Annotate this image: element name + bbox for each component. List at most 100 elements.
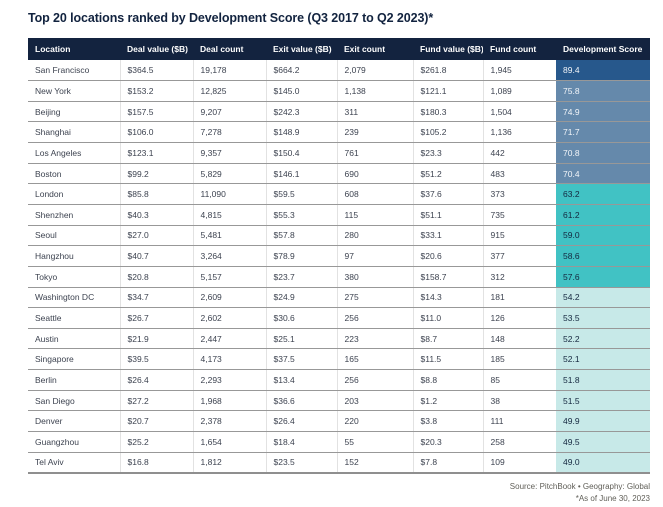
table-row: Washington DC $34.7 2,609 $24.9 275 $14.3 181 5…	[28, 287, 650, 309]
deal-count-cell: 2,609	[192, 287, 266, 309]
table-row: Seattle $26.7 2,602 $30.6 256 $11.0 126 53.5	[28, 307, 650, 329]
deal-value-cell: $123.1	[119, 142, 193, 164]
deal-count-cell: 12,825	[192, 80, 266, 102]
fund-value-cell: $14.3	[412, 287, 483, 309]
location-cell: Berlin	[28, 369, 120, 391]
fund-count-cell: 377	[482, 245, 556, 267]
deal-count-cell: 9,207	[192, 101, 266, 123]
deal-value-cell: $34.7	[119, 287, 193, 309]
deal-value-cell: $85.8	[119, 183, 193, 205]
fund-value-cell: $3.8	[412, 410, 483, 433]
exit-count-cell: 761	[336, 142, 413, 164]
deal-value-cell: $40.3	[119, 204, 193, 226]
column-header-development-score: Development Score	[556, 38, 650, 60]
location-cell: Shanghai	[28, 121, 120, 144]
fund-value-cell: $11.0	[412, 307, 483, 329]
deal-value-cell: $20.7	[119, 410, 193, 433]
exit-value-cell: $24.9	[265, 287, 337, 309]
deal-value-cell: $25.2	[119, 431, 193, 453]
exit-value-cell: $30.6	[265, 307, 337, 329]
exit-count-cell: 97	[336, 245, 413, 267]
fund-value-cell: $7.8	[412, 452, 483, 474]
location-cell: Tokyo	[28, 266, 120, 288]
exit-value-cell: $148.9	[265, 121, 337, 144]
deal-count-cell: 1,654	[192, 431, 266, 453]
fund-value-cell: $51.1	[412, 204, 483, 226]
development-score-cell: 58.6	[556, 245, 650, 267]
development-score-cell: 51.5	[556, 390, 650, 412]
exit-value-cell: $145.0	[265, 80, 337, 102]
location-cell: Washington DC	[28, 287, 120, 309]
location-cell: Seattle	[28, 307, 120, 329]
table-row: Guangzhou $25.2 1,654 $18.4 55 $20.3 258 49.5	[28, 431, 650, 453]
fund-value-cell: $20.6	[412, 245, 483, 267]
location-cell: Austin	[28, 328, 120, 350]
table-row: San Diego $27.2 1,968 $36.6 203 $1.2 38 51.5	[28, 390, 650, 412]
deal-count-cell: 7,278	[192, 121, 266, 144]
table-row: Singapore $39.5 4,173 $37.5 165 $11.5 185 52.1	[28, 348, 650, 371]
development-score-cell: 54.2	[556, 287, 650, 309]
table-row: Denver $20.7 2,378 $26.4 220 $3.8 111 49.9	[28, 410, 650, 433]
deal-count-cell: 2,293	[192, 369, 266, 391]
table-header: Location Deal value ($B) Deal count Exit va…	[28, 38, 650, 60]
deal-value-cell: $106.0	[119, 121, 193, 144]
development-score-cell: 71.7	[556, 121, 650, 144]
exit-count-cell: 690	[336, 163, 413, 185]
footer-as-of: *As of June 30, 2023	[575, 494, 650, 503]
column-header-fund-value-b: Fund value ($B)	[413, 38, 483, 60]
location-cell: Denver	[28, 410, 120, 433]
fund-value-cell: $33.1	[412, 225, 483, 247]
location-cell: Beijing	[28, 101, 120, 123]
exit-value-cell: $59.5	[265, 183, 337, 205]
column-header-fund-count: Fund count	[483, 38, 556, 60]
fund-count-cell: 181	[482, 287, 556, 309]
development-score-cell: 59.0	[556, 225, 650, 247]
table-row: Los Angeles $123.1 9,357 $150.4 761 $23.3 442 7…	[28, 142, 650, 164]
fund-count-cell: 148	[482, 328, 556, 350]
exit-value-cell: $36.6	[265, 390, 337, 412]
table-row: Shanghai $106.0 7,278 $148.9 239 $105.2 1,136 7…	[28, 121, 650, 144]
table-row: Tokyo $20.8 5,157 $23.7 380 $158.7 312 57.6	[28, 266, 650, 288]
fund-count-cell: 915	[482, 225, 556, 247]
fund-count-cell: 185	[482, 348, 556, 371]
deal-count-cell: 5,829	[192, 163, 266, 185]
deal-value-cell: $40.7	[119, 245, 193, 267]
deal-count-cell: 4,815	[192, 204, 266, 226]
exit-count-cell: 608	[336, 183, 413, 205]
development-score-cell: 52.1	[556, 348, 650, 371]
exit-value-cell: $146.1	[265, 163, 337, 185]
fund-value-cell: $105.2	[412, 121, 483, 144]
development-score-cell: 52.2	[556, 328, 650, 350]
table-row: Shenzhen $40.3 4,815 $55.3 115 $51.1 735 61.2	[28, 204, 650, 226]
exit-count-cell: 165	[336, 348, 413, 371]
column-header-exit-value-b: Exit value ($B)	[266, 38, 337, 60]
locations-table: Location Deal value ($B) Deal count Exit va…	[28, 38, 650, 474]
deal-value-cell: $21.9	[119, 328, 193, 350]
deal-value-cell: $26.7	[119, 307, 193, 329]
exit-count-cell: 239	[336, 121, 413, 144]
fund-count-cell: 735	[482, 204, 556, 226]
deal-count-cell: 1,968	[192, 390, 266, 412]
exit-count-cell: 256	[336, 307, 413, 329]
deal-value-cell: $364.5	[119, 60, 193, 82]
fund-value-cell: $23.3	[412, 142, 483, 164]
table-row: London $85.8 11,090 $59.5 608 $37.6 373 63.2	[28, 183, 650, 205]
deal-count-cell: 2,602	[192, 307, 266, 329]
table-row: New York $153.2 12,825 $145.0 1,138 $121.1 1,0…	[28, 80, 650, 102]
development-score-cell: 53.5	[556, 307, 650, 329]
footer-source: Source: PitchBook • Geography: Global	[509, 482, 650, 491]
development-score-cell: 74.9	[556, 101, 650, 123]
location-cell: Guangzhou	[28, 431, 120, 453]
column-header-deal-count: Deal count	[193, 38, 266, 60]
exit-value-cell: $25.1	[265, 328, 337, 350]
development-score-cell: 89.4	[556, 60, 650, 82]
exit-value-cell: $13.4	[265, 369, 337, 391]
fund-count-cell: 373	[482, 183, 556, 205]
fund-value-cell: $158.7	[412, 266, 483, 288]
deal-count-cell: 1,812	[192, 452, 266, 474]
deal-count-cell: 19,178	[192, 60, 266, 82]
exit-count-cell: 275	[336, 287, 413, 309]
fund-count-cell: 258	[482, 431, 556, 453]
deal-value-cell: $39.5	[119, 348, 193, 371]
exit-count-cell: 380	[336, 266, 413, 288]
